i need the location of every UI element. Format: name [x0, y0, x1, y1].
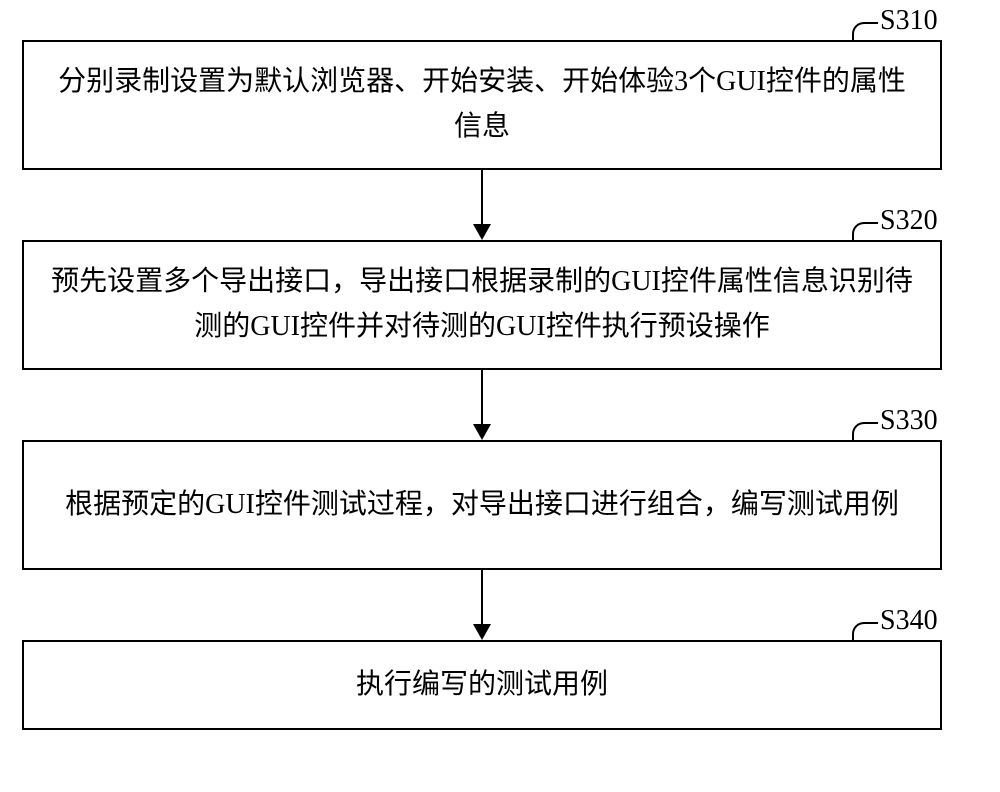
flowchart-step-s340: 执行编写的测试用例	[22, 640, 942, 730]
label-hook	[852, 422, 878, 442]
step-text: 根据预定的GUI控件测试过程，对导出接口进行组合，编写测试用例	[65, 483, 899, 528]
step-label-s310: S310	[880, 5, 938, 37]
arrow-line	[481, 370, 483, 424]
arrow-head-icon	[473, 424, 491, 440]
step-text: 执行编写的测试用例	[356, 663, 608, 708]
step-text: 分别录制设置为默认浏览器、开始安装、开始体验3个GUI控件的属性信息	[48, 60, 916, 150]
arrow-line	[481, 570, 483, 624]
flowchart-step-s310: 分别录制设置为默认浏览器、开始安装、开始体验3个GUI控件的属性信息	[22, 40, 942, 170]
step-label-s320: S320	[880, 205, 938, 237]
arrow-head-icon	[473, 224, 491, 240]
arrow-head-icon	[473, 624, 491, 640]
label-hook	[852, 22, 878, 42]
label-hook	[852, 622, 878, 642]
step-text: 预先设置多个导出接口，导出接口根据录制的GUI控件属性信息识别待测的GUI控件并…	[48, 260, 916, 350]
step-label-s340: S340	[880, 605, 938, 637]
label-hook	[852, 222, 878, 242]
step-label-s330: S330	[880, 405, 938, 437]
flowchart-step-s330: 根据预定的GUI控件测试过程，对导出接口进行组合，编写测试用例	[22, 440, 942, 570]
flowchart-step-s320: 预先设置多个导出接口，导出接口根据录制的GUI控件属性信息识别待测的GUI控件并…	[22, 240, 942, 370]
arrow-line	[481, 170, 483, 224]
